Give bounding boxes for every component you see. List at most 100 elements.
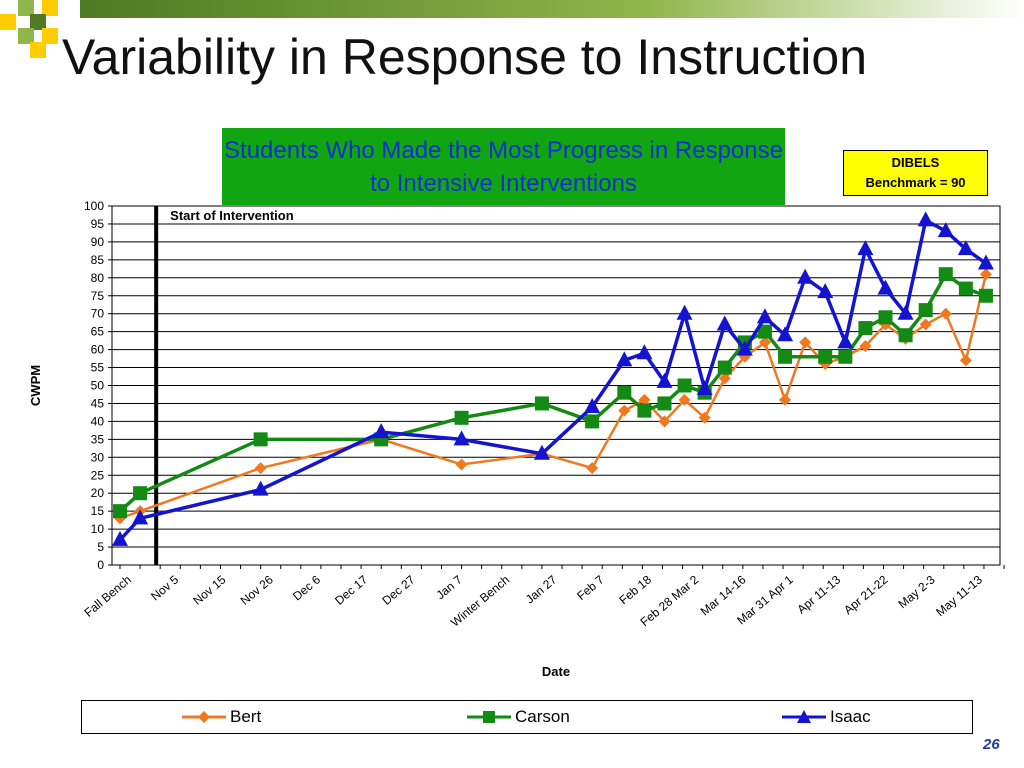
x-tick-label: Nov 15 xyxy=(190,572,228,607)
y-tick-label: 0 xyxy=(97,558,104,572)
data-point-carson xyxy=(818,349,833,364)
legend-item-carson: Carson xyxy=(467,707,570,727)
benchmark-line-2: Benchmark = 90 xyxy=(865,175,966,190)
chart-subtitle: Students Who Made the Most Progress in R… xyxy=(222,128,785,205)
data-point-carson xyxy=(585,414,600,429)
data-point-carson xyxy=(617,385,632,400)
data-point-isaac xyxy=(696,380,713,396)
x-axis-title: Date xyxy=(542,664,570,679)
corner-square xyxy=(30,14,46,30)
data-point-carson xyxy=(677,378,692,393)
data-point-carson xyxy=(717,360,732,375)
data-point-carson xyxy=(778,349,793,364)
data-point-isaac xyxy=(937,222,954,238)
data-point-bert xyxy=(799,336,812,349)
x-tick-label: Feb 18 xyxy=(616,572,654,607)
y-axis-title: CWPM xyxy=(28,365,43,406)
y-tick-label: 95 xyxy=(91,217,105,231)
data-point-carson xyxy=(253,432,268,447)
x-tick-label: May 11-13 xyxy=(933,572,985,619)
data-point-isaac xyxy=(817,283,834,299)
data-point-isaac xyxy=(636,344,653,360)
y-tick-label: 70 xyxy=(91,307,105,321)
triangle-marker-icon xyxy=(782,710,826,723)
top-bar xyxy=(80,0,1024,18)
page-number: 26 xyxy=(983,736,1000,753)
data-point-isaac xyxy=(616,351,633,367)
series-line-isaac xyxy=(118,217,987,542)
data-point-carson xyxy=(898,328,913,343)
data-point-bert xyxy=(859,340,872,353)
data-point-isaac xyxy=(716,315,733,331)
legend-label-isaac: Isaac xyxy=(830,707,871,726)
corner-square xyxy=(42,0,58,16)
data-point-carson xyxy=(657,396,672,411)
legend: Bert Carson Isaac xyxy=(81,700,973,734)
y-tick-label: 90 xyxy=(91,235,105,249)
y-tick-label: 5 xyxy=(97,540,104,554)
legend-label-bert: Bert xyxy=(230,707,262,726)
corner-square xyxy=(18,0,34,16)
y-tick-label: 25 xyxy=(91,468,105,482)
data-point-carson xyxy=(534,396,549,411)
data-point-isaac xyxy=(656,372,673,388)
y-tick-label: 75 xyxy=(91,289,105,303)
data-point-isaac xyxy=(756,308,773,324)
data-point-isaac xyxy=(797,268,814,284)
y-tick-label: 35 xyxy=(91,432,105,446)
data-point-bert xyxy=(254,462,267,475)
data-point-bert xyxy=(758,336,771,349)
x-tick-label: Dec 27 xyxy=(379,572,417,607)
corner-square xyxy=(30,42,46,58)
corner-square xyxy=(18,28,34,44)
data-point-carson xyxy=(757,324,772,339)
y-tick-label: 15 xyxy=(91,504,105,518)
data-point-bert xyxy=(618,404,631,417)
intervention-annotation: Start of Intervention xyxy=(170,208,294,223)
y-tick-label: 65 xyxy=(91,325,105,339)
benchmark-box: DIBELS Benchmark = 90 xyxy=(843,150,988,196)
y-tick-label: 45 xyxy=(91,396,105,410)
y-tick-label: 100 xyxy=(84,199,104,213)
data-point-isaac xyxy=(977,254,994,270)
data-point-bert xyxy=(919,318,932,331)
legend-item-isaac: Isaac xyxy=(782,707,871,727)
data-point-isaac xyxy=(917,211,934,227)
x-tick-label: Dec 17 xyxy=(332,572,370,607)
y-tick-label: 50 xyxy=(91,379,105,393)
data-point-bert xyxy=(455,458,468,471)
data-point-bert xyxy=(698,411,711,424)
line-chart: 0 5 10 15 20 25 30 35 40 45 50 55 60 65 70 75 80 85 90 95 10… xyxy=(28,199,1005,679)
square-marker-icon xyxy=(467,711,511,723)
data-point-bert xyxy=(779,393,792,406)
data-point-isaac xyxy=(533,444,550,460)
data-point-isaac xyxy=(453,430,470,446)
data-point-carson xyxy=(918,303,933,318)
legend-item-bert: Bert xyxy=(182,707,261,727)
x-tick-label: Nov 26 xyxy=(238,572,276,607)
data-point-bert xyxy=(718,372,731,385)
data-point-bert xyxy=(939,307,952,320)
corner-square xyxy=(0,14,16,30)
data-point-carson xyxy=(978,288,993,303)
diamond-marker-icon xyxy=(182,711,226,723)
data-point-carson xyxy=(637,403,652,418)
x-tick-label: Apr 21-22 xyxy=(841,572,891,617)
y-tick-label: 30 xyxy=(91,450,105,464)
data-point-bert xyxy=(658,415,671,428)
data-point-bert xyxy=(586,462,599,475)
data-point-bert xyxy=(638,393,651,406)
data-point-isaac xyxy=(112,530,128,546)
data-point-isaac xyxy=(837,333,854,349)
x-tick-label: Apr 11-13 xyxy=(794,572,843,616)
corner-square xyxy=(42,28,58,44)
y-tick-label: 80 xyxy=(91,271,105,285)
data-point-isaac xyxy=(132,509,149,525)
data-point-carson xyxy=(133,486,148,501)
y-tick-label: 55 xyxy=(91,361,105,375)
x-tick-label: Feb 7 xyxy=(574,572,607,603)
x-tick-label: Fall Bench xyxy=(81,573,133,620)
data-point-isaac xyxy=(584,398,601,414)
y-tick-label: 85 xyxy=(91,253,105,267)
x-tick-label: May 2-3 xyxy=(895,572,937,611)
